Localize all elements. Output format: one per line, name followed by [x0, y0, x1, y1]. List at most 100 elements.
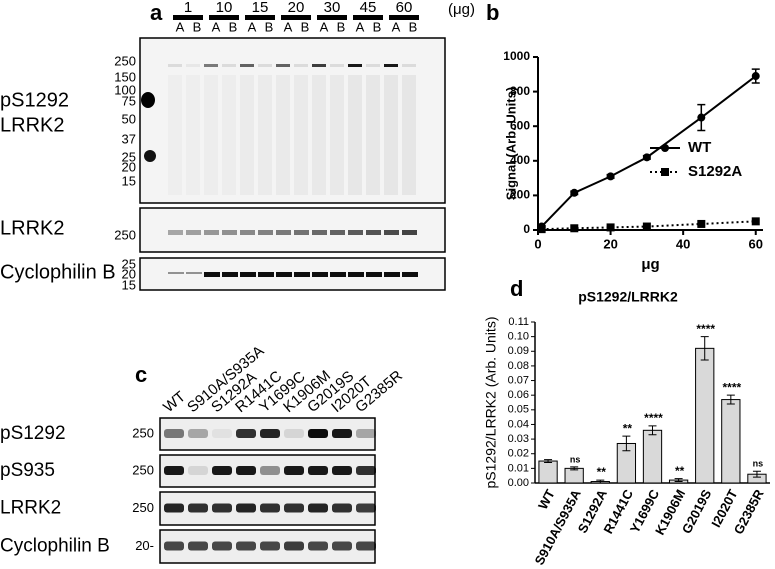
band [294, 64, 308, 67]
lane-label: B [193, 19, 202, 34]
amount-label: 30 [324, 0, 341, 16]
band [312, 230, 327, 235]
blot-label: pS935 [0, 460, 55, 481]
band [332, 541, 352, 551]
band [258, 272, 274, 277]
band [222, 64, 236, 67]
band [212, 466, 232, 475]
band [188, 541, 208, 551]
blot-label: pS1292 [0, 423, 66, 444]
bar [695, 347, 715, 484]
band [164, 466, 184, 475]
band [258, 230, 273, 235]
band [348, 230, 363, 235]
band [188, 429, 208, 438]
mw-marker: 100 [114, 82, 136, 97]
amount-label: 60 [396, 0, 413, 16]
y-tick-label: 400 [510, 153, 530, 167]
band [188, 466, 208, 475]
y-tick-label: 0.07 [508, 374, 529, 386]
lane-label: A [320, 19, 329, 34]
smear [330, 75, 344, 195]
error-bar [726, 394, 735, 405]
x-tick-label: 20 [603, 236, 617, 251]
lane-group-bar [281, 15, 311, 20]
bar [642, 429, 663, 484]
lane-label: B [373, 19, 382, 34]
band [168, 272, 184, 274]
band [294, 272, 310, 277]
band [188, 503, 208, 513]
blot [139, 207, 446, 253]
x-tick-label: WT [535, 487, 558, 512]
error-bar [596, 479, 605, 484]
point [570, 224, 579, 233]
point [606, 172, 615, 181]
mw-marker: 250 [132, 462, 154, 477]
band [348, 272, 364, 277]
significance-label: **** [722, 380, 741, 394]
ladder-band [144, 150, 156, 162]
mw-marker: 50 [122, 111, 136, 126]
band [186, 230, 201, 235]
lane-label: A [392, 19, 401, 34]
band [276, 230, 291, 235]
band [356, 503, 376, 513]
mw-marker: 250 [132, 500, 154, 515]
error-bar [622, 435, 631, 452]
lane-label: B [265, 19, 274, 34]
band [284, 541, 304, 551]
band [330, 230, 345, 235]
band [402, 230, 417, 235]
band [260, 466, 280, 475]
blot-label: LRRK2 [0, 498, 61, 519]
y-tick-label: 1000 [503, 49, 530, 63]
band [312, 272, 328, 277]
panel-label: c [135, 362, 147, 387]
band [240, 230, 255, 235]
band [222, 230, 237, 235]
band [260, 429, 280, 438]
point [661, 144, 669, 152]
blot [139, 37, 446, 204]
error-bar [700, 336, 709, 361]
y-tick-label: 0.06 [508, 389, 529, 401]
band [260, 541, 280, 551]
band [366, 230, 381, 235]
band [366, 272, 382, 277]
blot-label: Cyclophilin B [0, 261, 116, 283]
amount-label: 1 [184, 0, 192, 16]
band [186, 64, 200, 67]
lane-label: B [229, 19, 238, 34]
y-tick-label: 0.09 [508, 345, 529, 357]
band [294, 230, 309, 235]
y-tick-label: 0.05 [508, 404, 529, 416]
significance-label: ** [623, 421, 633, 435]
point [642, 153, 651, 162]
band [284, 503, 304, 513]
smear [168, 75, 182, 195]
blot [159, 454, 376, 488]
band [276, 64, 290, 67]
band [164, 541, 184, 551]
amount-label: 10 [216, 0, 233, 16]
band [332, 466, 352, 475]
significance-label: **** [644, 411, 663, 425]
smear [240, 75, 254, 195]
band [402, 64, 416, 67]
band [384, 272, 400, 277]
y-tick-label: 200 [510, 188, 530, 202]
mw-marker: 250 [132, 425, 154, 440]
y-tick-label: 800 [510, 84, 530, 98]
band [236, 541, 256, 551]
band [356, 541, 376, 551]
y-tick-label: 0.04 [508, 418, 529, 430]
smear [294, 75, 308, 195]
point [751, 217, 760, 226]
point [570, 188, 579, 197]
significance-label: **** [696, 322, 715, 336]
smear [186, 75, 200, 195]
y-tick-label: 0.08 [508, 360, 529, 372]
point [751, 72, 760, 81]
mw-marker: 250 [114, 227, 136, 242]
